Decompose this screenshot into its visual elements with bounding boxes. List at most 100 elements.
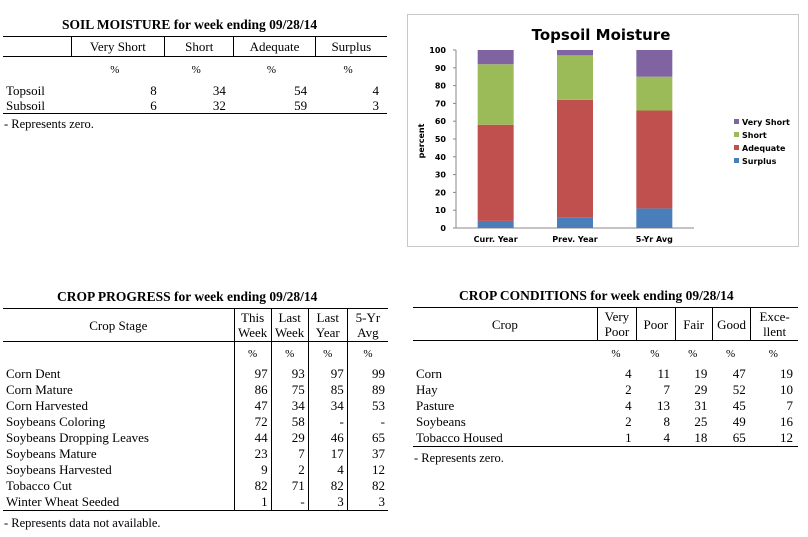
cell: 37 (346, 446, 388, 462)
table-header-row: Crop Very Poor Poor Fair Good Exce-llent (413, 307, 798, 341)
cell: 82 (233, 478, 272, 494)
cell: 59 (233, 98, 316, 114)
cell: 54 (294, 83, 308, 98)
cell: 34 (270, 398, 309, 414)
row-label: Tobacco Housed (413, 430, 598, 447)
legend-swatch (734, 132, 739, 137)
unit-label: % (233, 341, 272, 366)
cell: 2 (625, 414, 632, 429)
cell: 8 (663, 414, 671, 429)
unit-label: % (110, 63, 120, 76)
cell: 97 (307, 366, 348, 382)
y-tick-label: 80 (435, 82, 447, 91)
cell: 12 (750, 430, 798, 447)
legend-label: Very Short (742, 118, 790, 127)
table-header-row: Very Short Short Adequate Surplus (3, 36, 387, 57)
table-row: Subsoil 6 32 59 3 (3, 98, 387, 114)
y-tick-label: 20 (435, 188, 447, 197)
cell: 32 (164, 98, 234, 114)
cell: 34 (212, 83, 226, 98)
unit-label: % (266, 63, 277, 76)
y-tick-label: 60 (435, 117, 447, 126)
cell: 9 (233, 462, 272, 478)
cell: 82 (346, 478, 388, 494)
row-label: Soybeans (416, 414, 466, 429)
cell: 19 (780, 366, 793, 381)
cell: 4 (625, 398, 632, 413)
cell: 3 (346, 494, 388, 511)
cell: 7 (786, 398, 794, 413)
unit-label: % (191, 63, 201, 76)
x-tick-label: Curr. Year (474, 235, 518, 244)
table-row: Topsoil 8 34 54 4 (3, 83, 387, 98)
table-row: Pasture 4 13 31 45 7 (413, 398, 798, 414)
chart-svg: Topsoil Moisture 0 10 20 30 40 50 60 70 80 90 100 pe… (417, 26, 790, 244)
y-tick-label: 100 (429, 46, 446, 55)
y-tick-label: 50 (435, 135, 447, 144)
cell: 47 (732, 366, 746, 381)
legend-label: Surplus (742, 157, 777, 166)
header-adequate: Adequate (233, 36, 316, 57)
bar-adequate (477, 124, 514, 221)
cell: 7 (270, 446, 309, 462)
bar-short (636, 76, 673, 111)
y-tick-label: 0 (440, 224, 446, 233)
cell: 4 (625, 366, 632, 381)
cell: 25 (694, 414, 708, 429)
progress-note: - Represents data not available. (4, 516, 161, 530)
y-tick-label: 10 (435, 206, 447, 215)
cell: 99 (346, 366, 388, 382)
header-good: Good (711, 307, 752, 341)
cell: 16 (780, 414, 793, 429)
cell: 18 (675, 430, 713, 447)
cell: 7 (663, 382, 671, 397)
topsoil-moisture-chart: Topsoil Moisture 0 10 20 30 40 50 60 70 80 90 100 pe… (407, 14, 799, 247)
row-label: Topsoil (6, 83, 45, 98)
row-label: Soybeans Mature (6, 446, 97, 461)
unit-label: % (725, 347, 736, 360)
bar-surplus (636, 208, 673, 228)
header-crop: Crop (413, 307, 598, 341)
x-tick-label: 5-Yr Avg (636, 235, 673, 244)
cell: 53 (346, 398, 388, 414)
table-row: Soybeans Dropping Leaves 44 29 46 65 (3, 430, 388, 446)
cell: 65 (712, 430, 751, 447)
cell: 45 (732, 398, 746, 413)
cell: 4 (307, 462, 348, 478)
header-very-poor: Very Poor (596, 307, 638, 341)
bar-short (557, 55, 593, 100)
header-5yr-avg: 5-Yr Avg (346, 308, 388, 342)
row-label: Tobacco Cut (6, 478, 72, 493)
row-label: Corn Dent (6, 366, 61, 381)
unit-label: % (611, 347, 621, 360)
unit-label: % (688, 347, 698, 360)
cell: 11 (657, 366, 670, 381)
cell: 47 (233, 398, 272, 414)
cell: 85 (307, 382, 348, 398)
legend-label: Short (742, 131, 767, 140)
soil-note: - Represents zero. (4, 117, 94, 131)
row-label: Corn (416, 366, 442, 381)
cell: 34 (307, 398, 348, 414)
legend-swatch (734, 119, 739, 124)
table-row: Soybeans Coloring 72 58- - (3, 414, 388, 430)
unit-label: % (768, 347, 778, 360)
table-row: Corn Mature 86 75 85 89 (3, 382, 388, 398)
bar-short (477, 64, 514, 125)
table-row: Corn Dent 97 93 97 99 (3, 366, 388, 382)
cell: 49 (732, 414, 746, 429)
cell: 1 (597, 430, 637, 447)
soil-moisture-title: SOIL MOISTURE for week ending 09/28/14 (62, 17, 318, 32)
header-last-week: Last Week (270, 308, 309, 342)
cell: 12 (346, 462, 388, 478)
bar-adequate (557, 99, 593, 218)
header-very-short: Very Short (70, 36, 165, 57)
row-label: Subsoil (3, 98, 72, 114)
cell: 13 (657, 398, 670, 413)
row-label: Soybeans Dropping Leaves (6, 430, 149, 445)
y-tick-label: 40 (435, 153, 447, 162)
unit-label: % (650, 347, 660, 360)
cell: 19 (694, 366, 708, 381)
cell: 93 (270, 366, 309, 382)
y-axis-label: percent (417, 123, 426, 158)
